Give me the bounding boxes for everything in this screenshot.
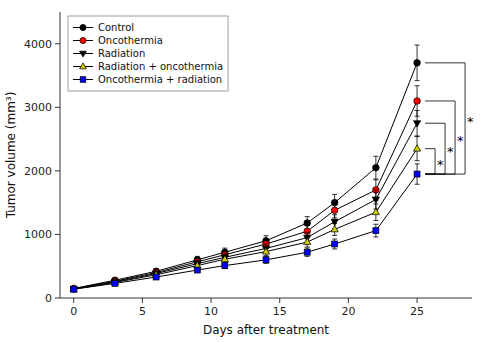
legend-label: Radiation (98, 48, 145, 59)
y-tick-label: 4000 (24, 38, 52, 51)
y-axis-line (60, 12, 61, 298)
x-tick-label: 10 (204, 305, 218, 318)
data-point (373, 164, 380, 171)
data-point (262, 248, 269, 254)
bracket (425, 63, 465, 174)
data-point (414, 60, 421, 67)
data-point (70, 285, 77, 292)
legend-label: Oncothermia (98, 35, 163, 46)
data-point (70, 287, 77, 293)
legend-marker (80, 63, 87, 69)
x-tick (348, 298, 349, 303)
x-tick-label: 5 (139, 305, 146, 318)
data-point (413, 121, 420, 127)
data-point (304, 249, 310, 255)
plot-area (70, 45, 421, 293)
significance-star: * (467, 114, 474, 129)
data-point (331, 207, 338, 214)
x-tick-label: 15 (273, 305, 287, 318)
chart: 0 5 10 15 20 25 0 1000 2000 3000 4000 Days after tr… (0, 0, 500, 342)
series (70, 137, 421, 292)
data-point (70, 285, 77, 292)
data-point (372, 197, 379, 203)
error-bar (222, 263, 227, 269)
legend-marker (80, 77, 86, 83)
y-tick (55, 170, 60, 171)
x-tick (279, 298, 280, 303)
data-point (263, 257, 269, 263)
legend-marker (80, 37, 86, 43)
legend-frame (68, 16, 228, 91)
error-bar (415, 164, 420, 184)
data-point (111, 279, 118, 285)
x-tick (211, 298, 212, 303)
x-tick (417, 298, 418, 303)
data-point (414, 171, 420, 177)
significance-star: * (447, 144, 454, 159)
significance-star: * (457, 133, 464, 148)
y-tick (55, 43, 60, 44)
data-point (221, 255, 228, 261)
data-point (304, 238, 311, 244)
data-point (373, 228, 379, 234)
series (70, 86, 420, 292)
data-point (221, 255, 228, 261)
x-tick (73, 298, 74, 303)
error-bar (332, 239, 337, 249)
y-tick-label: 1000 (24, 228, 52, 241)
x-tick-label: 25 (410, 305, 424, 318)
significance-star: * (437, 157, 444, 172)
data-point (332, 241, 338, 247)
data-point (194, 261, 201, 267)
bracket (425, 101, 455, 174)
data-point (71, 286, 77, 292)
y-tick (55, 234, 60, 235)
legend: Control Oncothermia Radiation Radiation + o… (68, 16, 228, 91)
legend-label: Oncothermia + radiation (98, 74, 222, 85)
legend-label: Radiation + oncothermia (98, 61, 223, 72)
data-point (112, 280, 118, 286)
y-tick-label: 2000 (24, 165, 52, 178)
legend-marker (80, 51, 87, 57)
data-point (222, 263, 228, 269)
series (70, 111, 421, 293)
data-point (153, 274, 159, 280)
bracket (425, 123, 445, 174)
y-tick (55, 298, 60, 299)
bracket (425, 149, 435, 174)
legend-marker (80, 24, 86, 30)
significance-brackets: **** (425, 63, 474, 174)
series (70, 45, 420, 292)
x-tick-label: 0 (70, 305, 77, 318)
y-tick (55, 107, 60, 108)
error-bar (373, 224, 378, 237)
error-bar (195, 267, 200, 272)
series-line (74, 101, 417, 289)
series-line (74, 123, 417, 289)
data-point (413, 145, 420, 151)
data-point (70, 285, 77, 291)
legend-label: Control (98, 22, 134, 33)
data-point (372, 208, 379, 214)
y-axis-label: Tumor volume (mm³) (4, 92, 18, 220)
series-line (74, 174, 417, 289)
x-axis-label: Days after treatment (203, 323, 329, 337)
y-tick-label: 3000 (24, 101, 52, 114)
axes: 0 5 10 15 20 25 0 1000 2000 3000 4000 (24, 12, 472, 318)
x-tick (142, 298, 143, 303)
y-tick-label: 0 (45, 292, 52, 305)
error-bar (415, 45, 420, 81)
data-point (331, 226, 338, 232)
data-point (414, 98, 421, 105)
error-bar (264, 256, 269, 263)
series (71, 164, 420, 292)
series-line (74, 63, 417, 289)
series-line (74, 149, 417, 289)
data-point (194, 267, 200, 273)
error-bar (305, 248, 310, 256)
x-tick-label: 20 (341, 305, 355, 318)
x-axis-line (60, 298, 472, 299)
error-bar (373, 156, 378, 179)
